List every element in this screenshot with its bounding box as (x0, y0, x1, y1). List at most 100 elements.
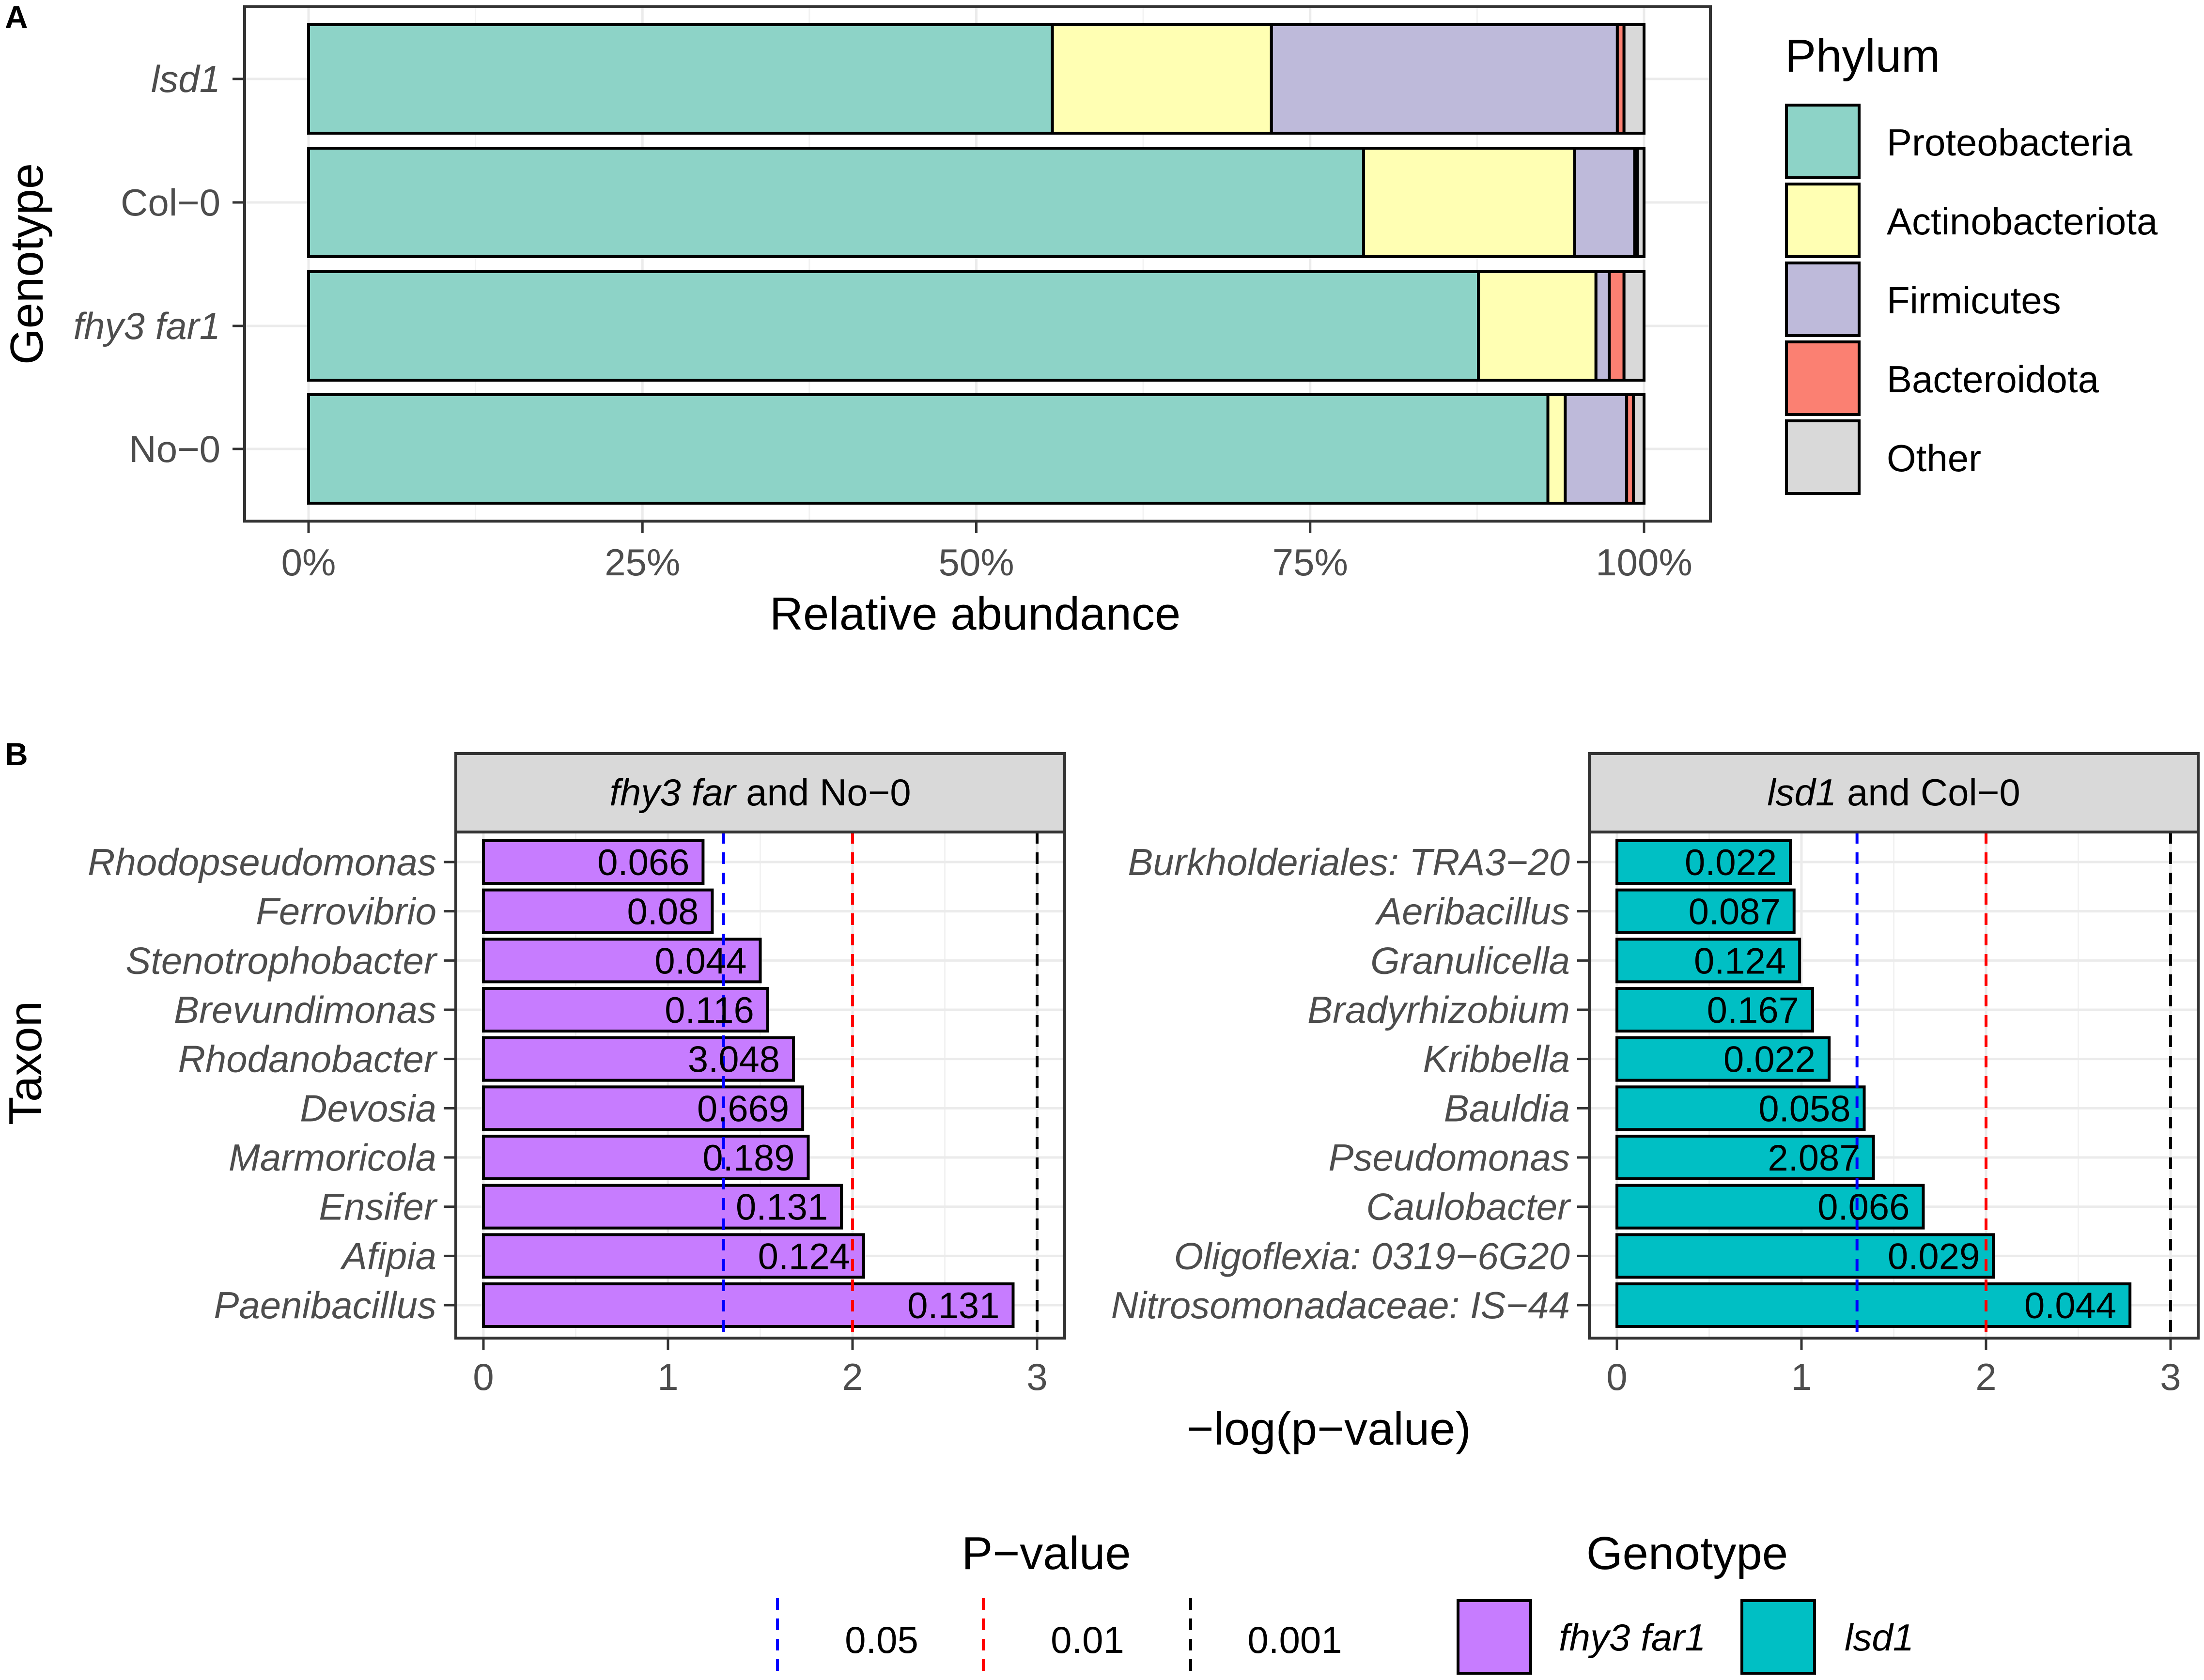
bar-afipia (482, 1233, 865, 1279)
facet-strip-italic: fhy3 far (609, 771, 737, 814)
bar-col-0-actinobacteriota (1362, 147, 1576, 258)
value-label-marmoricola: 0.189 (702, 1138, 794, 1179)
genotype-legend-title: Genotype (1586, 1527, 1788, 1579)
legend-label-other: Other (1887, 437, 1981, 479)
legend-label-firmicutes: Firmicutes (1887, 279, 2061, 322)
taxon-label-rhodanobacter: Rhodanobacter (178, 1038, 438, 1080)
taxon-label-bradyrhizobium: Bradyrhizobium (1307, 988, 1570, 1031)
value-label-brevundimonas: 0.116 (665, 990, 754, 1031)
value-label-caulobacter: 0.066 (1817, 1187, 1909, 1228)
bar-rhodanobacter (482, 1036, 795, 1082)
bar-lsd1-actinobacteriota (1051, 23, 1273, 135)
value-label-ensifer: 0.131 (736, 1187, 828, 1228)
value-label-bradyrhizobium: 0.167 (1707, 990, 1799, 1031)
taxon-label-bauldia: Bauldia (1444, 1087, 1570, 1129)
x-tick-label-2: 2 (1975, 1356, 1996, 1398)
bar-marmoricola (482, 1135, 810, 1181)
facet-strip-label: fhy3 far and No−0 (609, 771, 911, 814)
facet-border (454, 831, 1066, 1340)
taxon-label-aeribacillus: Aeribacillus (1375, 890, 1570, 933)
bar-rhodopseudomonas (482, 839, 705, 885)
bar-granulicella (1615, 938, 1801, 984)
taxon-label-rhodopseudomonas: Rhodopseudomonas (88, 841, 436, 883)
x-tick-label-100: 100% (1596, 541, 1692, 584)
panel-a-x-title: Relative abundance (770, 588, 1181, 640)
taxon-label-stenotrophobacter: Stenotrophobacter (125, 939, 438, 982)
panel-b-y-title: Taxon (0, 1001, 51, 1125)
value-label-rhodanobacter: 3.048 (688, 1039, 780, 1080)
bar-no-0-other (1631, 393, 1646, 505)
facet-border (1588, 831, 2200, 1340)
x-tick-label-50: 50% (938, 541, 1014, 584)
pvalue-label-0-001: 0.001 (1247, 1618, 1342, 1661)
panel-a-label: A (5, 0, 28, 35)
taxon-label-nitrosomonadaceae-is-44: Nitrosomonadaceae: IS−44 (1111, 1284, 1570, 1326)
facet-strip (454, 752, 1066, 833)
pvalue-label-0-05: 0.05 (845, 1618, 918, 1661)
taxon-label-caulobacter: Caulobacter (1366, 1186, 1571, 1228)
facet-lsd1-panel: lsd1 and Col−0 0.022 0.087 0.124 0.167 0.022 0… (1111, 752, 2200, 1398)
bar-no-0-proteobacteria (307, 393, 1550, 505)
bar-brevundimonas (482, 987, 769, 1033)
value-label-ferrovibrio: 0.08 (627, 892, 699, 933)
bar-lsd1-other (1622, 23, 1646, 135)
bar-ensifer (482, 1184, 843, 1230)
legend-key-proteobacteria (1785, 104, 1861, 179)
x-tick-label-3: 3 (2160, 1356, 2181, 1398)
value-label-stenotrophobacter: 0.044 (654, 940, 746, 982)
bar-pseudomonas (1615, 1135, 1875, 1181)
legend-key-firmicutes (1785, 262, 1861, 337)
bar-nitrosomonadaceae-is-44 (1615, 1282, 2132, 1328)
panel-a-y-title: Genotype (1, 163, 53, 365)
value-label-nitrosomonadaceae-is-44: 0.044 (2024, 1285, 2116, 1326)
facet-strip-label: lsd1 and Col−0 (1767, 771, 2020, 814)
bar-fhy3-far1-other (1622, 270, 1646, 382)
x-tick-label-1: 1 (657, 1356, 678, 1398)
x-tick-label-2: 2 (842, 1356, 863, 1398)
bar-col-0-other (1636, 147, 1646, 258)
bar-no-0-firmicutes (1564, 393, 1629, 505)
taxon-label-oligoflexia-0319-6g20: Oligoflexia: 0319−6G20 (1174, 1234, 1570, 1277)
bar-fhy3-far1-bacteroidota (1608, 270, 1626, 382)
genotype-label-fhy3-far1: fhy3 far1 (1559, 1616, 1706, 1659)
bar-devosia (482, 1085, 805, 1131)
taxon-label-afipia: Afipia (340, 1234, 436, 1277)
taxon-label-granulicella: Granulicella (1370, 939, 1570, 982)
y-tick-label-no-0: No−0 (129, 428, 220, 470)
bar-no-0-actinobacteriota (1546, 393, 1567, 505)
taxon-label-ensifer: Ensifer (319, 1186, 438, 1228)
genotype-key-lsd1 (1740, 1599, 1816, 1675)
taxon-label-brevundimonas: Brevundimonas (174, 988, 436, 1031)
genotype-legend: fhy3 far1 lsd1 (1457, 1599, 1914, 1675)
facet-strip-italic: lsd1 (1767, 771, 1836, 814)
genotype-label-lsd1: lsd1 (1845, 1616, 1914, 1659)
legend-label-proteobacteria: Proteobacteria (1887, 121, 2133, 164)
bar-fhy3-far1-actinobacteriota (1477, 270, 1598, 382)
value-label-afipia: 0.124 (758, 1236, 850, 1277)
bar-oligoflexia-0319-6g20 (1615, 1233, 1995, 1279)
x-tick-label-1: 1 (1791, 1356, 1812, 1398)
value-label-oligoflexia-0319-6g20: 0.029 (1888, 1236, 1980, 1277)
panel-b-label: B (5, 736, 28, 772)
taxon-label-marmoricola: Marmoricola (229, 1136, 436, 1179)
taxon-label-paenibacillus: Paenibacillus (214, 1284, 436, 1326)
taxon-label-kribbella: Kribbella (1423, 1038, 1570, 1080)
panel-a-x-axis: 0% 25% 50% 75% 100% (281, 521, 1692, 584)
legend-key-bacteroidota (1785, 340, 1861, 416)
value-label-kribbella: 0.022 (1723, 1039, 1816, 1080)
facet-fhy3-panel: fhy3 far and No−0 0.066 0.08 0.044 0.116 3.04… (88, 752, 1066, 1398)
bar-stenotrophobacter (482, 938, 762, 984)
phylum-legend-title: Phylum (1785, 30, 1940, 82)
x-tick-label-75: 75% (1273, 541, 1348, 584)
pvalue-legend-title: P−value (962, 1527, 1131, 1579)
bar-fhy3-far1-firmicutes (1594, 270, 1611, 382)
y-tick-label-fhy3-far1: fhy3 far1 (73, 305, 220, 347)
taxon-label-ferrovibrio: Ferrovibrio (256, 890, 436, 933)
taxon-label-devosia: Devosia (300, 1087, 436, 1129)
panel-a-y-axis: lsd1 Col−0 fhy3 far1 No−0 (73, 58, 245, 470)
bar-paenibacillus (482, 1282, 1015, 1328)
bar-bauldia (1615, 1085, 1866, 1131)
bar-kribbella (1615, 1036, 1831, 1082)
facet-strip-rest: and No−0 (736, 771, 911, 814)
value-label-rhodopseudomonas: 0.066 (597, 842, 689, 883)
